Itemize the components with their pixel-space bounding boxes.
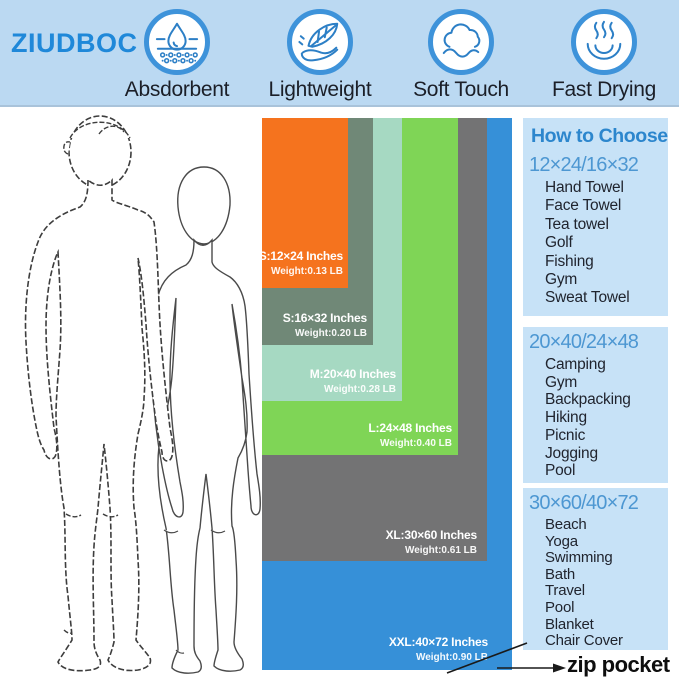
guide-title: How to Choose xyxy=(531,125,668,147)
use-item: Swimming xyxy=(545,549,613,567)
feature-fast-drying: Fast Drying xyxy=(529,9,679,102)
feature-label: Absdorbent xyxy=(124,78,230,101)
use-item: Pool xyxy=(545,598,575,616)
feature-soft-touch: Soft Touch xyxy=(386,9,536,102)
feature-label: Soft Touch xyxy=(413,78,509,101)
size-range-heading: 12×24/16×32 xyxy=(529,154,639,176)
use-item: Golf xyxy=(545,234,573,252)
man-figure xyxy=(24,115,174,672)
brand-logo: ZIUDBOC xyxy=(11,28,138,58)
use-item: Hand Towel xyxy=(545,179,624,196)
use-item: Hiking xyxy=(545,409,587,427)
use-item: Backpacking xyxy=(545,391,631,409)
use-item: Chair Cover xyxy=(545,632,623,650)
use-item: Jogging xyxy=(545,444,598,462)
absorbent-icon xyxy=(144,9,210,75)
size-label-xl: XL:30×60 Inches Weight:0.61 LB xyxy=(385,528,478,556)
use-item: Face Towel xyxy=(545,197,622,215)
use-item: Beach xyxy=(545,516,587,533)
size-label-xs: XS:12×24 Inches Weight:0.13 LB xyxy=(250,249,343,277)
use-item: Bath xyxy=(545,565,576,583)
use-item: Camping xyxy=(545,356,606,373)
size-label-l: L:24×48 Inches Weight:0.40 LB xyxy=(368,421,452,449)
use-item: Tea towel xyxy=(545,215,609,233)
guide-panel-small-sizes: How to Choose 12×24/16×32 Hand Towel Fac… xyxy=(523,118,668,316)
guide-panel-large-sizes: 30×60/40×72 Beach Yoga Swimming Bath Tra… xyxy=(523,488,668,650)
size-range-heading: 20×40/24×48 xyxy=(529,331,639,353)
woman-figure xyxy=(150,166,261,674)
lightweight-feather-icon xyxy=(287,9,353,75)
use-item: Sweat Towel xyxy=(545,289,630,307)
feature-label: Fast Drying xyxy=(551,78,657,101)
towel-size-xs: XS:12×24 Inches Weight:0.13 LB xyxy=(251,118,348,288)
feature-label: Lightweight xyxy=(268,78,372,101)
human-figures xyxy=(24,115,261,674)
zip-pocket-arrow-icon xyxy=(446,642,566,674)
use-item: Gym xyxy=(545,373,578,391)
use-item: Pool xyxy=(545,462,576,480)
size-range-heading: 30×60/40×72 xyxy=(529,492,639,514)
use-item: Fishing xyxy=(545,252,594,270)
guide-panel-medium-sizes: 20×40/24×48 Camping Gym Backpacking Hiki… xyxy=(523,327,668,483)
use-item: Picnic xyxy=(545,426,586,444)
size-label-xxl: XXL:40×72 Inches Weight:0.90 LB xyxy=(388,635,488,663)
feature-absorbent: Absdorbent xyxy=(102,9,252,102)
header-banner: ZIUDBOC Absdorbent xyxy=(0,0,679,107)
use-item: Yoga xyxy=(545,532,578,550)
use-item: Travel xyxy=(545,582,585,600)
use-item: Gym xyxy=(545,271,578,289)
use-item: Blanket xyxy=(545,615,594,633)
feature-lightweight: Lightweight xyxy=(245,9,395,102)
fast-drying-steam-icon xyxy=(571,9,637,75)
size-label-s: S:16×32 Inches Weight:0.20 LB xyxy=(282,311,367,339)
soft-touch-cloud-icon xyxy=(428,9,494,75)
zip-pocket-label: zip pocket xyxy=(567,652,670,677)
size-label-m: M:20×40 Inches Weight:0.28 LB xyxy=(309,367,396,395)
